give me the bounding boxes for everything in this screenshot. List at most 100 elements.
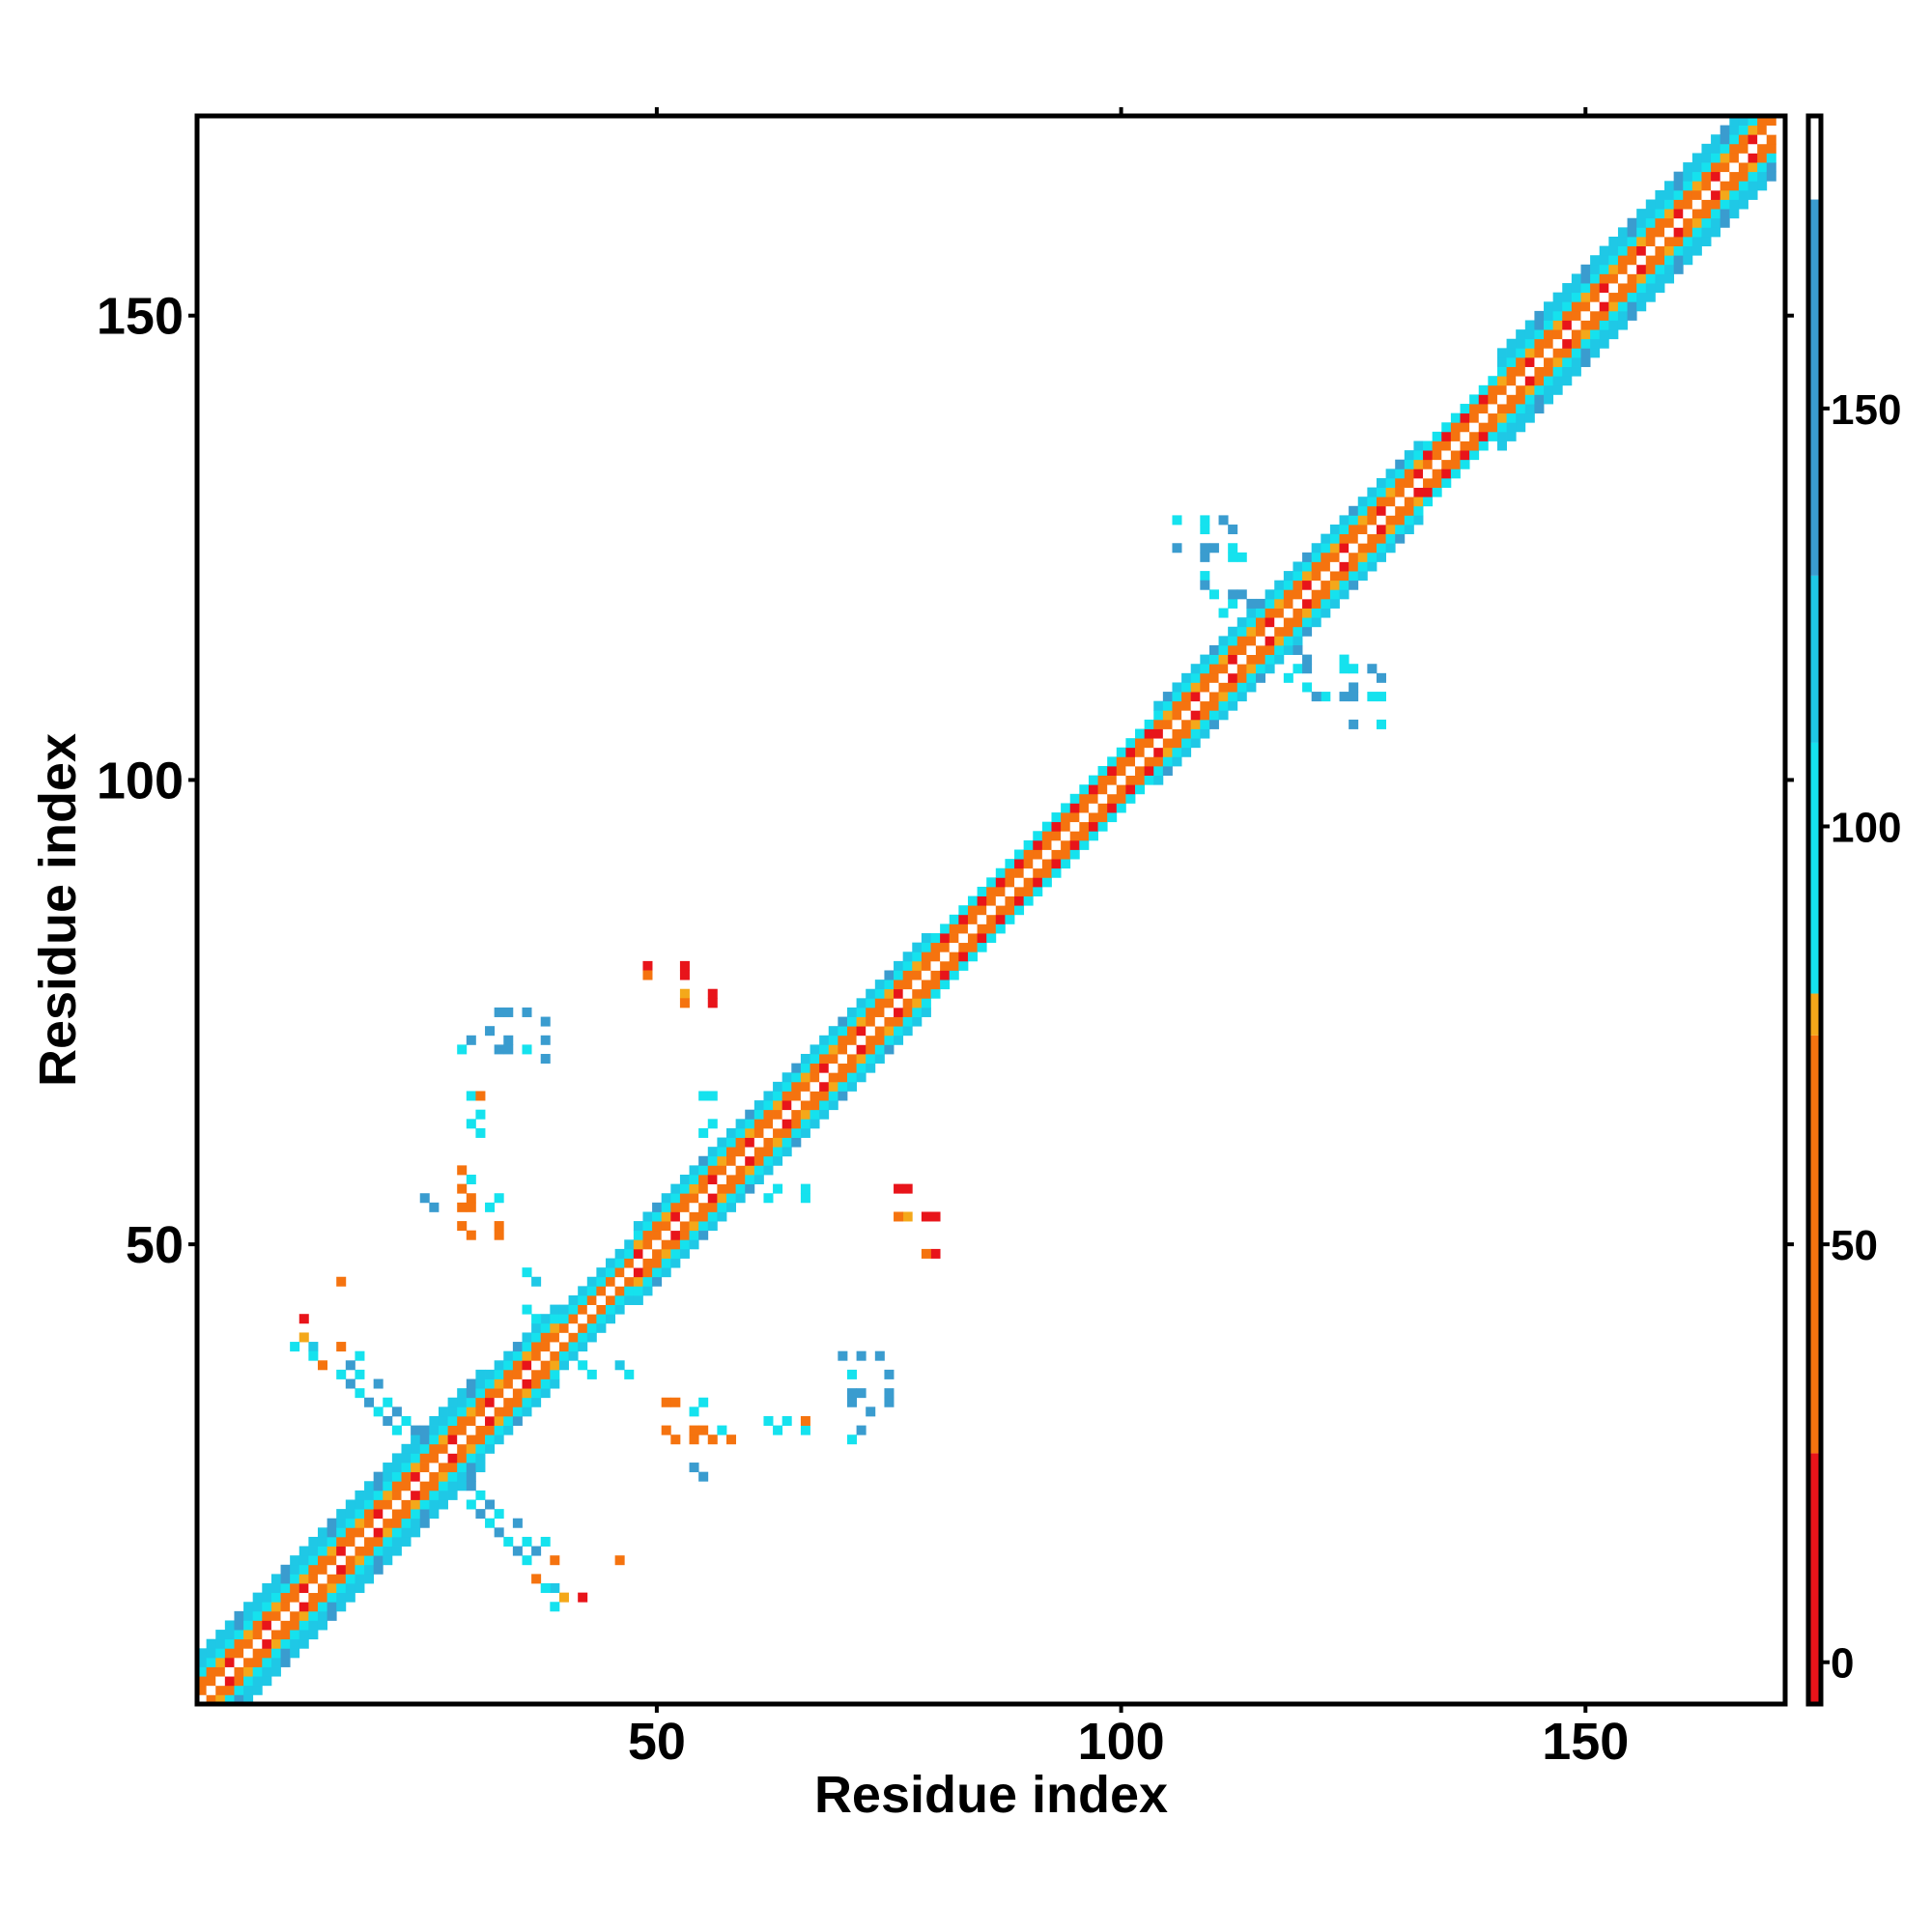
heatmap-cell xyxy=(1590,320,1601,330)
heatmap-cell xyxy=(1283,598,1293,609)
heatmap-cell xyxy=(336,1276,347,1287)
heatmap-cell xyxy=(735,1119,746,1129)
heatmap-cell xyxy=(1478,431,1489,441)
heatmap-cell xyxy=(1302,561,1313,572)
heatmap-cell xyxy=(1562,356,1573,367)
heatmap-cell xyxy=(986,877,997,888)
heatmap-cell xyxy=(1144,765,1154,776)
heatmap-cell xyxy=(1311,589,1321,600)
heatmap-cell xyxy=(1757,125,1768,135)
heatmap-cell xyxy=(1562,329,1573,340)
heatmap-cell xyxy=(1562,301,1573,312)
heatmap-cell xyxy=(856,1044,867,1055)
heatmap-cell xyxy=(1413,459,1424,469)
heatmap-cell xyxy=(1627,292,1637,302)
heatmap-cell xyxy=(763,1109,774,1120)
heatmap-cell xyxy=(866,1026,876,1037)
heatmap-cell xyxy=(902,1183,913,1194)
heatmap-cell xyxy=(633,1258,643,1268)
heatmap-cell xyxy=(429,1481,440,1492)
heatmap-cell xyxy=(1208,645,1219,656)
heatmap-cell xyxy=(967,952,978,962)
heatmap-cell xyxy=(327,1546,337,1556)
heatmap-cell xyxy=(1599,283,1609,294)
heatmap-cell xyxy=(308,1602,319,1612)
heatmap-cell xyxy=(298,1602,309,1612)
heatmap-cell xyxy=(1051,859,1062,869)
heatmap-cell xyxy=(568,1304,579,1315)
heatmap-cell xyxy=(262,1602,272,1612)
heatmap-cell xyxy=(1441,440,1452,451)
heatmap-cell xyxy=(364,1397,375,1407)
heatmap-cell xyxy=(1274,589,1285,600)
heatmap-cell xyxy=(401,1509,412,1520)
heatmap-cell xyxy=(1329,598,1340,609)
heatmap-cell xyxy=(1673,181,1684,191)
heatmap-cell xyxy=(1376,672,1386,683)
heatmap-cell xyxy=(466,1425,476,1435)
heatmap-cell xyxy=(1488,394,1498,405)
heatmap-cell xyxy=(1534,394,1545,405)
heatmap-cell xyxy=(411,1443,421,1454)
heatmap-cell xyxy=(949,923,959,934)
heatmap-cell xyxy=(726,1193,737,1204)
heatmap-cell xyxy=(1673,209,1684,219)
heatmap-cell xyxy=(447,1453,458,1463)
heatmap-cell xyxy=(1339,692,1350,702)
heatmap-cell xyxy=(466,1230,476,1240)
heatmap-cell xyxy=(1450,469,1461,479)
colorbar-band xyxy=(1808,116,1821,200)
heatmap-cell xyxy=(1218,636,1229,646)
heatmap-cell xyxy=(1228,525,1238,535)
heatmap-cell xyxy=(1172,515,1182,526)
heatmap-cell xyxy=(1516,384,1526,395)
heatmap-cell xyxy=(717,1155,727,1166)
heatmap-cell xyxy=(1608,273,1619,284)
heatmap-cell xyxy=(773,1147,783,1157)
heatmap-cell xyxy=(1228,636,1238,646)
heatmap-cell xyxy=(1441,431,1452,441)
heatmap-cell xyxy=(856,1072,867,1083)
heatmap-cell xyxy=(1673,171,1684,182)
heatmap-cell xyxy=(336,1555,347,1566)
heatmap-cell xyxy=(1153,700,1164,711)
heatmap-cell xyxy=(1218,710,1229,721)
heatmap-cell xyxy=(1478,384,1489,395)
heatmap-cell xyxy=(781,1415,792,1426)
heatmap-cell xyxy=(1571,348,1581,358)
heatmap-cell xyxy=(215,1685,226,1695)
heatmap-cell xyxy=(1404,459,1414,469)
heatmap-cell xyxy=(606,1258,616,1268)
heatmap-cell xyxy=(419,1443,430,1454)
heatmap-cell xyxy=(819,1091,830,1101)
heatmap-cell xyxy=(1321,598,1331,609)
heatmap-cell xyxy=(1645,245,1656,256)
heatmap-cell xyxy=(1293,645,1303,656)
heatmap-cell xyxy=(1228,664,1238,674)
heatmap-cell xyxy=(828,1081,838,1092)
heatmap-cell xyxy=(383,1463,393,1473)
heatmap-cell xyxy=(1228,654,1238,665)
heatmap-cell xyxy=(763,1127,774,1138)
heatmap-cell xyxy=(485,1026,496,1037)
heatmap-cell xyxy=(475,1425,486,1435)
heatmap-cell xyxy=(1321,692,1331,702)
heatmap-cell xyxy=(1376,477,1386,488)
heatmap-cell xyxy=(940,942,951,952)
heatmap-cell xyxy=(1228,692,1238,702)
heatmap-cell xyxy=(1711,189,1721,200)
heatmap-cell xyxy=(1218,608,1229,618)
heatmap-cell xyxy=(689,1239,699,1250)
heatmap-cell xyxy=(1655,245,1665,256)
heatmap-cell xyxy=(828,1035,838,1045)
heatmap-cell xyxy=(1757,181,1768,191)
heatmap-cell xyxy=(874,1044,885,1055)
heatmap-cell xyxy=(568,1322,579,1333)
heatmap-cell xyxy=(763,1137,774,1148)
heatmap-cell xyxy=(921,980,931,990)
heatmap-cell xyxy=(1534,366,1545,377)
heatmap-cell xyxy=(894,988,904,999)
heatmap-cell xyxy=(679,1221,690,1232)
heatmap-cell xyxy=(383,1471,393,1482)
heatmap-cell xyxy=(1571,329,1581,340)
